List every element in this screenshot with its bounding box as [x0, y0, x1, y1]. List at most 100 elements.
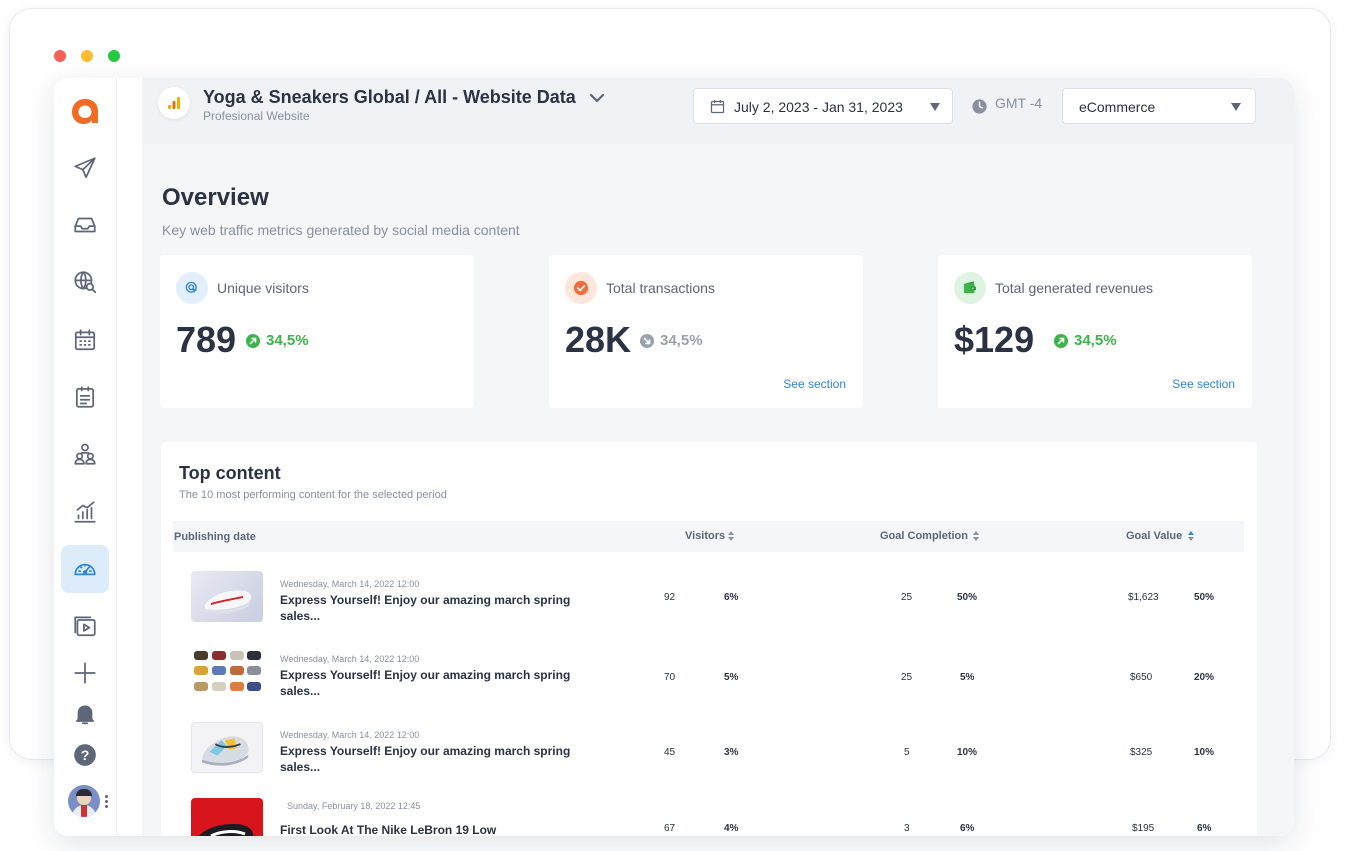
- section-subtitle: The 10 most performing content for the s…: [179, 489, 447, 501]
- sidebar-item-web-analytics[interactable]: [61, 545, 109, 593]
- caret-down-icon: [1231, 103, 1241, 111]
- column-header-goal-value[interactable]: Goal Value: [1126, 530, 1183, 542]
- visitors-count: 70: [664, 672, 676, 683]
- top-content-panel: Top content The 10 most performing conte…: [161, 442, 1257, 836]
- see-section-link[interactable]: See section: [783, 377, 846, 391]
- avatar[interactable]: [68, 785, 100, 817]
- property-subtitle: Profesional Website: [203, 109, 310, 123]
- clipboard-icon: [76, 386, 94, 408]
- table-row[interactable]: Wednesday, March 14, 2022 12:00 Express …: [161, 716, 1257, 786]
- main-content: Yoga & Sneakers Global / All - Website D…: [142, 78, 1294, 836]
- goal-value-percent: 20%: [1194, 672, 1215, 683]
- post-date: Wednesday, March 14, 2022 12:00: [280, 579, 420, 589]
- paper-plane-icon: [74, 157, 96, 179]
- metric-value: 789: [176, 319, 237, 360]
- page-subtitle: Key web traffic metrics generated by soc…: [162, 222, 520, 238]
- clock-icon: [972, 99, 987, 114]
- metric-change: 34,5%: [660, 332, 703, 349]
- date-range-select[interactable]: July 2, 2023 - Jan 31, 2023: [693, 88, 953, 124]
- view-select-value: eCommerce: [1079, 99, 1156, 115]
- visitors-count: 92: [664, 592, 676, 603]
- sidebar-item-create[interactable]: [61, 649, 109, 697]
- calendar-icon: [710, 100, 725, 114]
- metric-card-total-transactions: Total transactions 28K 34,5% See section: [549, 255, 863, 408]
- see-section-link[interactable]: See section: [1172, 377, 1235, 391]
- plus-icon: [74, 662, 96, 684]
- metric-label: Total transactions: [606, 280, 715, 296]
- property-title[interactable]: Yoga & Sneakers Global / All - Website D…: [203, 87, 576, 107]
- window-maximize-dot[interactable]: [108, 50, 120, 62]
- profile-menu-icon[interactable]: [105, 795, 108, 809]
- goal-value-percent: 10%: [1194, 747, 1215, 758]
- goal-value-amount: $325: [1130, 747, 1153, 758]
- metric-label: Total generated revenues: [995, 280, 1153, 296]
- sidebar-item-audience[interactable]: [61, 430, 109, 478]
- sidebar-item-calendar[interactable]: [61, 316, 109, 364]
- sort-icon[interactable]: [1188, 530, 1194, 542]
- users-icon: [74, 443, 96, 465]
- goal-completion-percent: 5%: [960, 672, 975, 683]
- table-row[interactable]: Sunday, February 18, 2022 12:45 First Lo…: [161, 792, 1257, 836]
- sort-icon[interactable]: [728, 530, 734, 542]
- sort-icon[interactable]: [973, 530, 979, 542]
- visitors-percent: 3%: [724, 747, 739, 758]
- visitors-percent: 6%: [724, 592, 739, 603]
- sidebar-item-listening[interactable]: [61, 258, 109, 306]
- property-logo: [158, 87, 190, 119]
- column-header-publishing-date[interactable]: Publishing date: [174, 531, 256, 543]
- visitors-percent: 4%: [724, 823, 739, 834]
- metric-card-unique-visitors: Unique visitors 789 34,5%: [160, 255, 474, 408]
- visitors-count: 45: [664, 747, 676, 758]
- trend-down-icon: [640, 334, 654, 348]
- bar-chart-icon: [74, 501, 96, 523]
- column-header-goal-completion[interactable]: Goal Completion: [880, 530, 968, 542]
- section-title: Top content: [179, 463, 281, 483]
- post-thumbnail: [191, 571, 263, 622]
- chevron-down-icon[interactable]: [588, 89, 606, 107]
- trend-up-icon: [246, 334, 260, 348]
- column-header-visitors[interactable]: Visitors: [685, 530, 726, 542]
- visitors-count: 67: [664, 823, 676, 834]
- goal-completion-percent: 50%: [957, 592, 978, 603]
- sidebar-item-media-library[interactable]: [61, 602, 109, 650]
- goal-value-amount: $195: [1132, 823, 1155, 834]
- brand-logo[interactable]: [61, 87, 109, 135]
- brand-a-logo: [72, 99, 98, 124]
- window-close-dot[interactable]: [54, 50, 66, 62]
- sidebar-item-notifications[interactable]: [61, 690, 109, 738]
- table-row[interactable]: Wednesday, March 14, 2022 12:00 Express …: [161, 641, 1257, 711]
- goal-value-percent: 6%: [1197, 823, 1212, 834]
- bell-icon: [76, 705, 94, 725]
- post-title[interactable]: Express Yourself! Enjoy our amazing marc…: [280, 668, 571, 698]
- top-bar: Yoga & Sneakers Global / All - Website D…: [142, 78, 1294, 144]
- sidebar-item-planner[interactable]: [61, 373, 109, 421]
- metric-change: 34,5%: [1074, 332, 1117, 349]
- caret-down-icon: [930, 103, 940, 111]
- view-select[interactable]: eCommerce: [1062, 88, 1256, 124]
- post-title[interactable]: First Look At The Nike LeBron 19 Low: [280, 823, 497, 836]
- sidebar: ?: [54, 78, 117, 836]
- goal-completion-count: 25: [901, 592, 913, 603]
- sidebar-item-inbox[interactable]: [61, 201, 109, 249]
- sidebar-item-analytics[interactable]: [61, 488, 109, 536]
- metric-label: Unique visitors: [217, 280, 309, 296]
- sidebar-item-publish[interactable]: [61, 144, 109, 192]
- timezone-label: GMT -4: [995, 95, 1043, 111]
- metric-change: 34,5%: [266, 332, 309, 349]
- question-icon: ?: [74, 744, 96, 766]
- metric-value: 28K: [565, 319, 632, 360]
- goal-completion-count: 3: [904, 823, 910, 834]
- goal-value-amount: $650: [1130, 672, 1153, 683]
- post-title[interactable]: Express Yourself! Enjoy our amazing marc…: [280, 593, 571, 623]
- post-date: Wednesday, March 14, 2022 12:00: [280, 654, 420, 664]
- window-minimize-dot[interactable]: [81, 50, 93, 62]
- post-title[interactable]: Express Yourself! Enjoy our amazing marc…: [280, 744, 571, 774]
- sidebar-item-help[interactable]: ?: [61, 731, 109, 779]
- metric-card-total-revenues: Total generated revenues $129 34,5% See …: [938, 255, 1252, 408]
- table-header: Publishing date Visitors Goal Completion…: [173, 521, 1244, 552]
- date-range-value: July 2, 2023 - Jan 31, 2023: [734, 99, 903, 115]
- visitors-percent: 5%: [724, 672, 739, 683]
- post-thumbnail: [191, 798, 263, 836]
- table-row[interactable]: Wednesday, March 14, 2022 12:00 Express …: [161, 565, 1257, 635]
- check-circle-icon: [565, 272, 597, 304]
